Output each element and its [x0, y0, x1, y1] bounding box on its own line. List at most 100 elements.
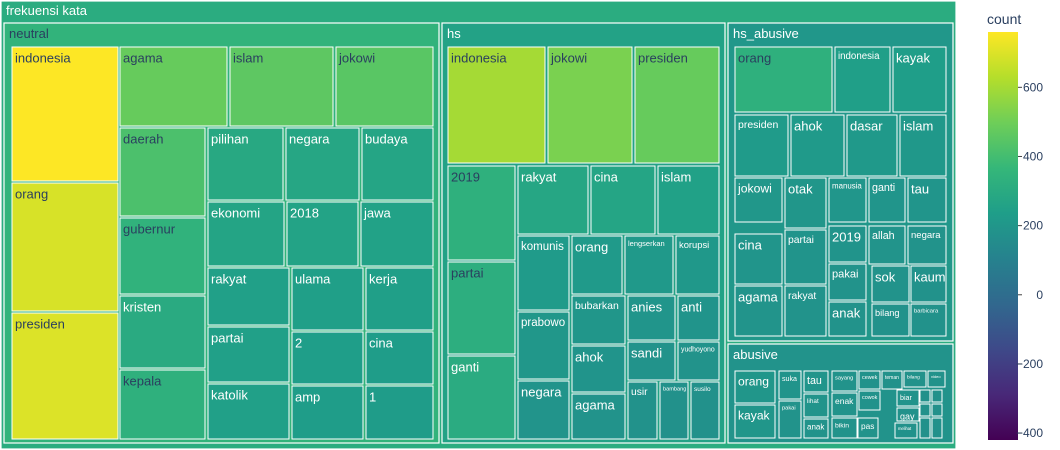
leaf-2019[interactable]: 2019	[828, 225, 867, 263]
leaf-ganti[interactable]: ganti	[447, 355, 516, 440]
leaf-partai[interactable]: partai	[447, 261, 516, 355]
leaf-bubarkan[interactable]: bubarkan	[571, 295, 626, 345]
leaf-barbicara[interactable]: barbicara	[910, 303, 947, 337]
leaf-unlabeled[interactable]	[931, 403, 943, 417]
leaf-1[interactable]: 1	[365, 385, 434, 440]
leaf-prabowo[interactable]: prabowo	[517, 311, 570, 380]
leaf-daerah[interactable]: daerah	[119, 127, 206, 217]
leaf-lengserkan[interactable]: lengserkan	[624, 235, 674, 295]
leaf-tau[interactable]: tau	[803, 370, 829, 393]
leaf-lihat[interactable]: lihat	[803, 393, 829, 418]
leaf-orang[interactable]: orang	[571, 235, 623, 295]
leaf-budaya[interactable]: budaya	[361, 127, 434, 201]
leaf-unlabeled[interactable]	[919, 417, 931, 439]
leaf-anak[interactable]: anak	[828, 301, 867, 337]
leaf-indonesia[interactable]: indonesia	[447, 46, 546, 164]
leaf-biar[interactable]: biar	[896, 389, 920, 407]
leaf-pilihan[interactable]: pilihan	[207, 127, 284, 201]
leaf-usir[interactable]: usir	[627, 381, 658, 440]
leaf-kayak[interactable]: kayak	[734, 404, 776, 439]
leaf-sayang[interactable]: sayang	[831, 370, 858, 392]
leaf-suka[interactable]: suka	[778, 370, 802, 400]
leaf-dasar[interactable]: dasar	[846, 114, 898, 177]
leaf-bambang[interactable]: bambang	[659, 381, 689, 440]
leaf-komunis[interactable]: komunis	[517, 235, 570, 311]
leaf-otak[interactable]: otak	[784, 177, 827, 229]
leaf-unlabeled[interactable]	[931, 389, 943, 403]
leaf-rakyat[interactable]: rakyat	[517, 165, 589, 235]
leaf-presiden[interactable]: presiden	[734, 114, 789, 177]
leaf-kerja[interactable]: kerja	[365, 267, 434, 331]
leaf-anti[interactable]: anti	[677, 295, 720, 341]
leaf-jokowi[interactable]: jokowi	[335, 46, 434, 127]
leaf-cina[interactable]: cina	[734, 233, 783, 285]
leaf-ahok[interactable]: ahok	[571, 345, 626, 393]
leaf-unlabeled[interactable]	[931, 417, 943, 439]
section-hs[interactable]: hs indonesia jokowi presiden 2019 partai ganti…	[441, 22, 726, 444]
leaf-islam[interactable]: islam	[657, 165, 720, 235]
leaf-kristen[interactable]: kristen	[119, 295, 206, 369]
section-neutral[interactable]: neutral indonesia orang presiden agama islam j…	[3, 22, 440, 444]
leaf-cewek[interactable]: cewek	[858, 370, 881, 390]
leaf-kepala[interactable]: kepala	[119, 369, 206, 440]
leaf-islam[interactable]: islam	[899, 114, 947, 177]
leaf-agama[interactable]: agama	[571, 393, 626, 440]
leaf-enak[interactable]: enak	[831, 392, 858, 417]
leaf-pas[interactable]: pas	[857, 417, 879, 439]
leaf-pakai[interactable]: pakai	[828, 263, 867, 301]
leaf-orang[interactable]: orang	[11, 182, 119, 312]
leaf-cina[interactable]: cina	[365, 331, 434, 385]
leaf-amp[interactable]: amp	[291, 385, 364, 440]
leaf-korupsi[interactable]: korupsi	[675, 235, 720, 295]
leaf-ulama[interactable]: ulama	[291, 267, 364, 331]
leaf-anak[interactable]: anak	[803, 418, 829, 439]
leaf-kaum[interactable]: kaum	[910, 265, 947, 303]
leaf-katolik[interactable]: katolik	[207, 383, 290, 440]
leaf-2019[interactable]: 2019	[447, 165, 516, 261]
leaf-manusia[interactable]: manusia	[828, 177, 867, 223]
leaf-cowok[interactable]: cowok	[858, 390, 881, 411]
leaf-kayak[interactable]: kayak	[892, 46, 947, 113]
leaf-melihat[interactable]: melihat	[894, 422, 918, 439]
leaf-rakyat[interactable]: rakyat	[784, 285, 827, 337]
leaf-unlabeled[interactable]	[919, 389, 931, 403]
leaf-ganti[interactable]: ganti	[868, 177, 906, 223]
leaf-jokowi[interactable]: jokowi	[734, 177, 783, 223]
section-abusive[interactable]: abusive orang kayak suka pakai tau lihat anak sa…	[727, 343, 954, 444]
leaf-negara[interactable]: negara	[517, 380, 570, 440]
leaf-pakai[interactable]: pakai	[778, 400, 802, 439]
leaf-2018[interactable]: 2018	[286, 201, 359, 267]
leaf-bilang[interactable]: bilang	[903, 370, 927, 388]
leaf-ahok[interactable]: ahok	[790, 114, 845, 177]
leaf-bikin[interactable]: bikin	[831, 417, 858, 439]
leaf-yudhoyono[interactable]: yudhoyono	[677, 341, 720, 381]
leaf-sandi[interactable]: sandi	[627, 341, 676, 381]
leaf-unlabeled[interactable]	[919, 403, 931, 417]
leaf-partai[interactable]: partai	[207, 326, 290, 383]
leaf-gay[interactable]: gay	[896, 407, 920, 422]
leaf-susilo[interactable]: susilo	[690, 381, 720, 440]
leaf-presiden[interactable]: presiden	[11, 312, 119, 440]
leaf-video[interactable]: video	[927, 370, 946, 388]
leaf-indonesia[interactable]: indonesia	[11, 46, 119, 182]
leaf-partai[interactable]: partai	[784, 229, 827, 285]
leaf-orang[interactable]: orang	[734, 370, 776, 404]
leaf-ekonomi[interactable]: ekonomi	[207, 201, 285, 267]
leaf-presiden[interactable]: presiden	[634, 46, 720, 164]
leaf-rakyat[interactable]: rakyat	[207, 267, 290, 326]
leaf-negara[interactable]: negara	[285, 127, 360, 201]
leaf-orang[interactable]: orang	[734, 46, 833, 113]
leaf-agama[interactable]: agama	[734, 285, 783, 337]
leaf-tau[interactable]: tau	[907, 177, 947, 223]
leaf-cina[interactable]: cina	[590, 165, 656, 235]
leaf-2[interactable]: 2	[291, 331, 364, 385]
leaf-gubernur[interactable]: gubernur	[119, 217, 206, 295]
leaf-negara[interactable]: negara	[907, 225, 947, 265]
leaf-jokowi[interactable]: jokowi	[547, 46, 633, 164]
leaf-islam[interactable]: islam	[229, 46, 334, 127]
leaf-agama[interactable]: agama	[119, 46, 228, 127]
leaf-bilang[interactable]: bilang	[871, 303, 910, 337]
leaf-indonesia[interactable]: indonesia	[834, 46, 891, 113]
leaf-teman[interactable]: teman	[881, 370, 903, 390]
